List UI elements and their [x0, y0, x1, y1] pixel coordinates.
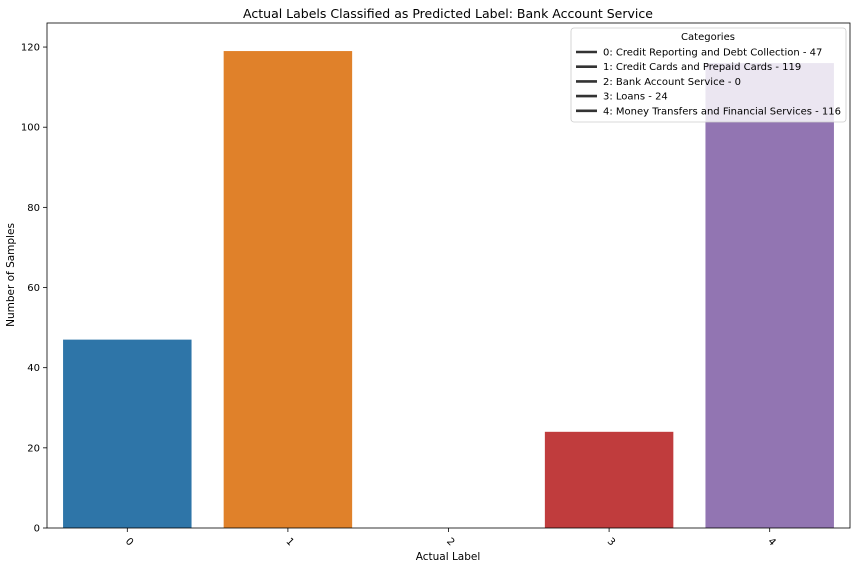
legend-entry: 3: Loans - 24: [603, 92, 668, 103]
chart-title: Actual Labels Classified as Predicted La…: [243, 6, 653, 21]
y-tick-label: 0: [34, 524, 40, 535]
legend: Categories 0: Credit Reporting and Debt …: [570, 27, 847, 123]
x-tick-label: 0: [123, 536, 135, 548]
bars-group: [63, 51, 834, 529]
y-ticks-group: 0 20 40 60 80 100 120: [21, 43, 47, 535]
legend-entry: 0: Credit Reporting and Debt Collection …: [603, 48, 822, 59]
bar-4: [705, 63, 834, 528]
x-axis-label: Actual Label: [416, 551, 481, 563]
y-tick-label: 80: [27, 203, 40, 214]
bar-1: [223, 51, 353, 529]
y-tick-label: 20: [27, 443, 40, 454]
bar-3: [544, 431, 674, 528]
legend-entry: 4: Money Transfers and Financial Service…: [603, 106, 841, 117]
legend-box: [570, 27, 847, 123]
x-tick-label: 1: [284, 536, 296, 548]
y-tick-label: 120: [21, 43, 40, 54]
x-tick-label: 4: [765, 536, 777, 548]
x-tick-label: 2: [444, 536, 456, 548]
legend-entry: 2: Bank Account Service - 0: [603, 77, 741, 88]
plot-frame: [46, 22, 851, 529]
x-ticks-group: 0 1 2 3 4: [123, 528, 778, 548]
x-tick-label: 3: [605, 536, 617, 548]
bar-0: [63, 339, 192, 528]
y-tick-label: 60: [27, 283, 40, 294]
y-tick-label: 40: [27, 363, 40, 374]
y-axis-label: Number of Samples: [5, 223, 17, 327]
y-tick-label: 100: [21, 123, 40, 134]
legend-entry: 1: Credit Cards and Prepaid Cards - 119: [603, 62, 801, 73]
legend-title: Categories: [681, 32, 735, 43]
